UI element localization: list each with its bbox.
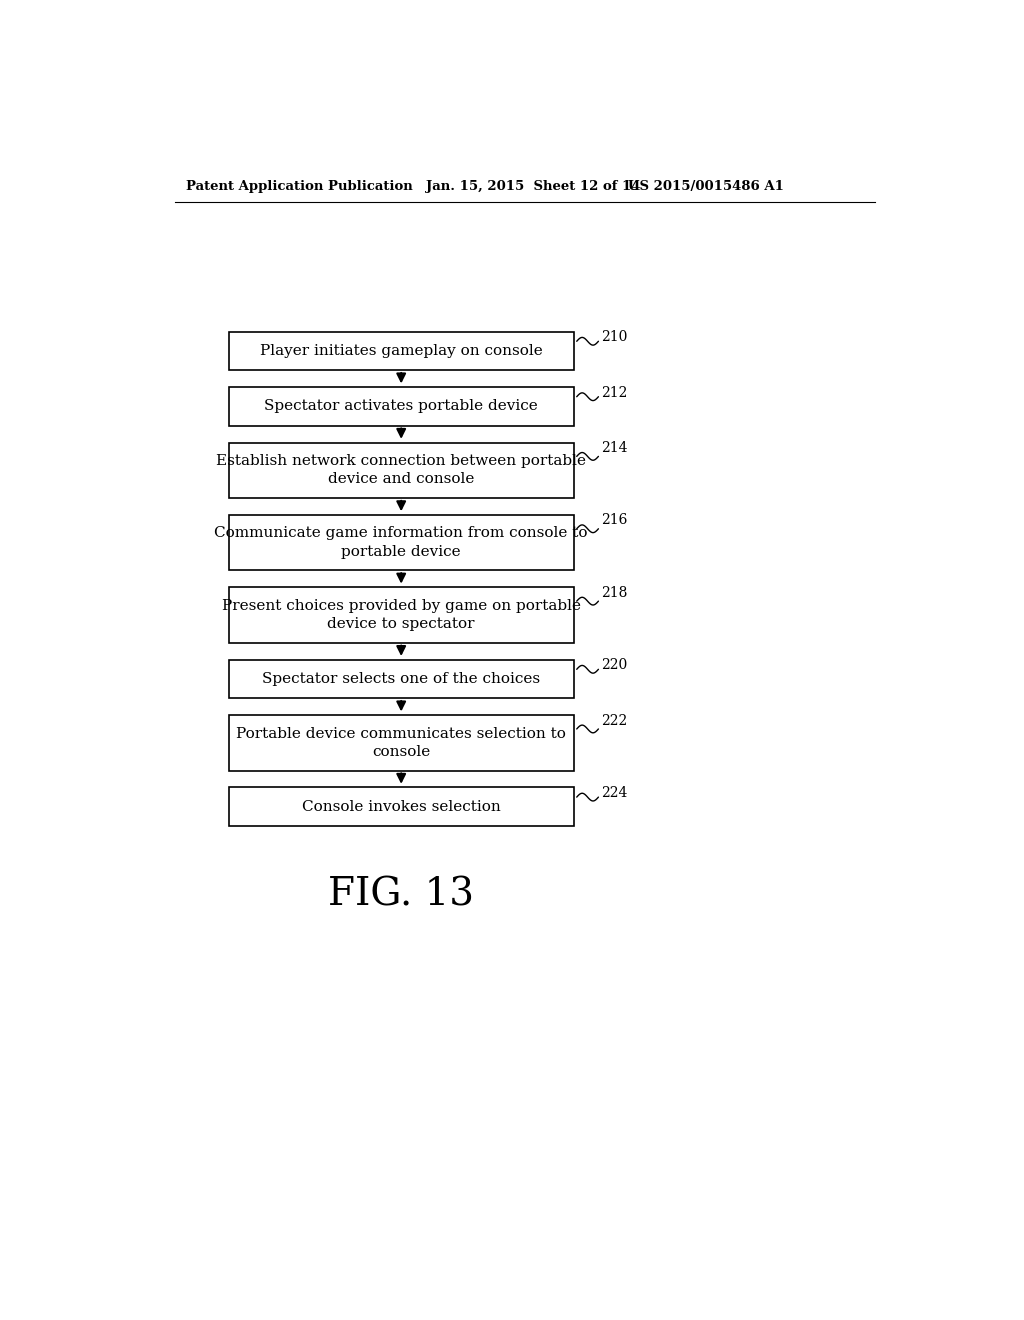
Text: 212: 212 [601, 385, 628, 400]
Text: Spectator activates portable device: Spectator activates portable device [264, 400, 538, 413]
FancyBboxPatch shape [228, 442, 573, 498]
Text: Jan. 15, 2015  Sheet 12 of 14: Jan. 15, 2015 Sheet 12 of 14 [426, 181, 641, 194]
Text: Patent Application Publication: Patent Application Publication [186, 181, 413, 194]
Text: 220: 220 [601, 659, 628, 672]
Text: 222: 222 [601, 714, 628, 727]
Text: 224: 224 [601, 785, 628, 800]
Text: Establish network connection between portable
device and console: Establish network connection between por… [216, 454, 586, 487]
Text: Spectator selects one of the choices: Spectator selects one of the choices [262, 672, 541, 686]
FancyBboxPatch shape [228, 387, 573, 425]
Text: 216: 216 [601, 513, 628, 528]
Text: Player initiates gameplay on console: Player initiates gameplay on console [260, 345, 543, 358]
FancyBboxPatch shape [228, 715, 573, 771]
Text: Present choices provided by game on portable
device to spectator: Present choices provided by game on port… [221, 599, 581, 631]
Text: Console invokes selection: Console invokes selection [302, 800, 501, 813]
Text: Communicate game information from console to
portable device: Communicate game information from consol… [214, 527, 588, 558]
Text: 218: 218 [601, 586, 628, 599]
Text: Portable device communicates selection to
console: Portable device communicates selection t… [237, 726, 566, 759]
Text: FIG. 13: FIG. 13 [328, 876, 474, 913]
Text: 210: 210 [601, 330, 628, 345]
Text: US 2015/0015486 A1: US 2015/0015486 A1 [628, 181, 783, 194]
FancyBboxPatch shape [228, 331, 573, 370]
Text: 214: 214 [601, 441, 628, 455]
FancyBboxPatch shape [228, 788, 573, 826]
FancyBboxPatch shape [228, 660, 573, 698]
FancyBboxPatch shape [228, 587, 573, 643]
FancyBboxPatch shape [228, 515, 573, 570]
